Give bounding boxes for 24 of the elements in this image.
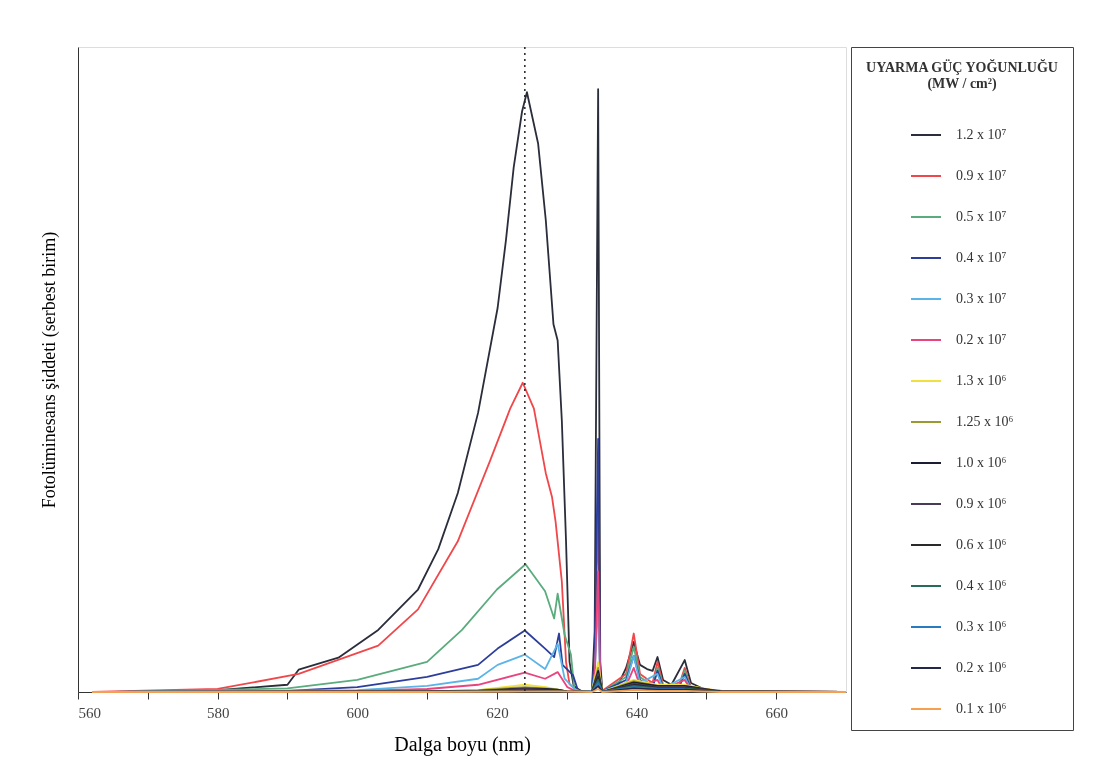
- legend-label: 0.9 x 10⁶: [956, 496, 1007, 511]
- x-tick-label: 580: [206, 704, 230, 721]
- x-tick-label: 660: [765, 704, 788, 721]
- legend-label: 0.6 x 10⁶: [956, 537, 1007, 552]
- legend-label: 1.3 x 10⁶: [956, 373, 1007, 388]
- legend-label: 0.3 x 10⁷: [956, 291, 1007, 306]
- legend-label: 0.4 x 10⁷: [956, 250, 1007, 265]
- legend-label: 0.5 x 10⁷: [956, 209, 1007, 224]
- y-axis-title: Fotolüminesans şiddeti (serbest birim): [38, 231, 60, 509]
- legend-label: 1.25 x 10⁶: [956, 414, 1014, 429]
- x-tick-label: 620: [486, 704, 509, 721]
- legend-label: 0.3 x 10⁶: [956, 619, 1007, 634]
- x-tick-label: 560: [78, 704, 101, 721]
- legend-label: 0.2 x 10⁷: [956, 332, 1007, 347]
- legend-label: 0.1 x 10⁶: [956, 701, 1007, 716]
- legend-label: 1.2 x 10⁷: [956, 127, 1007, 142]
- legend-label: 0.2 x 10⁶: [956, 660, 1007, 675]
- x-tick-label: 600: [346, 704, 370, 721]
- x-axis-title: Dalga boyu (nm): [394, 732, 531, 756]
- legend-title: UYARMA GÜÇ YOĞUNLUĞU (MW / cm²): [866, 59, 1058, 92]
- legend-label: 0.4 x 10⁶: [956, 578, 1007, 593]
- legend-label: 1.0 x 10⁶: [956, 455, 1007, 470]
- x-tick-label: 640: [625, 704, 649, 721]
- legend-label: 0.9 x 10⁷: [956, 168, 1007, 183]
